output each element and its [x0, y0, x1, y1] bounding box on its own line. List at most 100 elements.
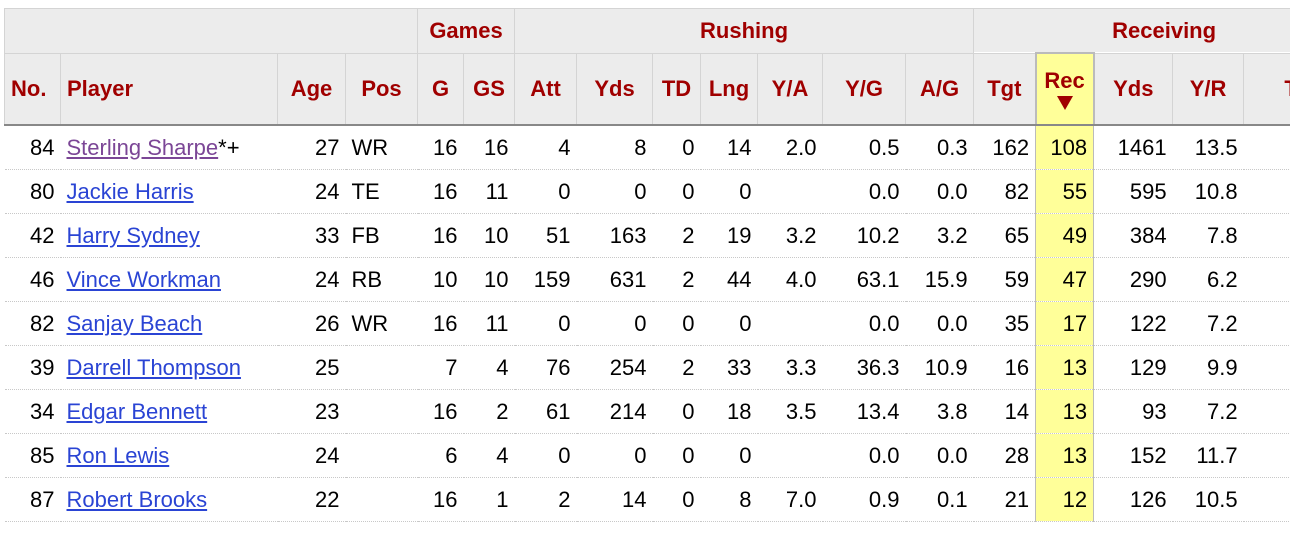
cell: 0 — [514, 169, 577, 214]
cell-player: Robert Brooks — [60, 477, 278, 522]
cell: 16 — [417, 169, 464, 214]
cell: 0 — [652, 125, 701, 170]
player-link[interactable]: Robert Brooks — [66, 486, 208, 512]
column-header[interactable]: TD — [1243, 52, 1290, 126]
cell: 0 — [700, 301, 758, 346]
cell: 33 — [700, 345, 758, 390]
cell: 0 — [652, 433, 701, 478]
cell: 9.9 — [1172, 345, 1244, 390]
cell — [345, 433, 418, 478]
player-link[interactable]: Harry Sydney — [66, 222, 200, 248]
cell: 214 — [576, 389, 653, 434]
cell: 10.8 — [1172, 169, 1244, 214]
column-header[interactable]: Y/A — [757, 52, 824, 126]
cell: 51 — [514, 213, 577, 258]
cell: 8 — [576, 125, 653, 170]
cell: 2 — [1243, 169, 1290, 214]
cell: 7.2 — [1172, 389, 1244, 434]
player-link[interactable]: Vince Workman — [66, 266, 221, 292]
cell: 10.2 — [822, 213, 906, 258]
cell: 23 — [277, 389, 346, 434]
column-header[interactable]: Yds — [576, 52, 654, 126]
cell: 24 — [277, 169, 346, 214]
column-header[interactable]: Pos — [345, 52, 418, 126]
cell: 18 — [700, 389, 758, 434]
cell-no: 34 — [4, 389, 61, 434]
cell: TE — [345, 169, 418, 214]
cell: 6.2 — [1172, 257, 1244, 302]
cell: 0 — [576, 433, 653, 478]
cell-player: Edgar Bennett — [60, 389, 278, 434]
cell: 10 — [417, 257, 464, 302]
cell: 13 — [1035, 389, 1095, 434]
cell: 14 — [576, 477, 653, 522]
cell: 36.3 — [822, 345, 906, 390]
player-link[interactable]: Jackie Harris — [66, 178, 194, 204]
cell: 1 — [1243, 345, 1290, 390]
cell-no: 84 — [4, 125, 61, 170]
cell: 4.0 — [757, 257, 823, 302]
cell: 384 — [1093, 213, 1173, 258]
cell: 13 — [1035, 433, 1095, 478]
column-header[interactable]: Y/R — [1172, 52, 1245, 126]
cell — [345, 345, 418, 390]
group-header-row: Games Rushing Receiving — [4, 8, 1290, 54]
cell: 76 — [514, 345, 577, 390]
cell: 10 — [463, 257, 515, 302]
cell: 2 — [463, 389, 515, 434]
cell: 13.4 — [822, 389, 906, 434]
cell: 19 — [700, 213, 758, 258]
row: 87 Robert Brooks 22 16 1 2 14 0 8 7.0 0.9 0.1 21 12 12… — [4, 477, 1290, 522]
cell: 1 — [1243, 213, 1290, 258]
player-link[interactable]: Edgar Bennett — [66, 398, 208, 424]
row: 80 Jackie Harris 24 TE 16 11 0 0 0 0 0.0 0.0 82 55 595… — [4, 169, 1290, 214]
cell: 2 — [652, 345, 701, 390]
column-header[interactable]: Att — [514, 52, 578, 126]
cell: 93 — [1093, 389, 1173, 434]
cell: 0 — [652, 169, 701, 214]
column-header[interactable]: G — [417, 52, 464, 126]
column-header[interactable]: Lng — [700, 52, 759, 126]
cell: 0 — [1243, 389, 1290, 434]
cell: 122 — [1093, 301, 1173, 346]
cell-no: 39 — [4, 345, 61, 390]
cell: 2 — [514, 477, 577, 522]
cell-player: Vince Workman — [60, 257, 278, 302]
cell-player: Harry Sydney — [60, 213, 278, 258]
cell-no: 87 — [4, 477, 61, 522]
player-link[interactable]: Ron Lewis — [66, 442, 170, 468]
cell-player: Sterling Sharpe*+ — [60, 125, 278, 170]
cell: 0 — [652, 301, 701, 346]
cell: 163 — [576, 213, 653, 258]
cell: 63.1 — [822, 257, 906, 302]
cell: 10 — [463, 213, 515, 258]
cell: 3.8 — [905, 389, 974, 434]
column-header[interactable]: Age — [277, 52, 346, 126]
column-header[interactable]: GS — [462, 52, 516, 126]
column-header[interactable]: Tgt — [973, 52, 1037, 126]
cell-no: 46 — [4, 257, 61, 302]
cell-player: Sanjay Beach — [60, 301, 278, 346]
cell: 26 — [277, 301, 346, 346]
cell: 3.3 — [757, 345, 823, 390]
stats-table: Games Rushing Receiving No. Player Age Pos G GS… — [4, 8, 1290, 522]
cell: 8 — [700, 477, 758, 522]
cell: 0 — [1243, 433, 1290, 478]
cell: 65 — [973, 213, 1036, 258]
column-header[interactable]: Y/G — [822, 52, 907, 126]
column-header[interactable]: Rec — [1034, 52, 1095, 126]
column-header[interactable]: A/G — [905, 52, 975, 126]
player-link[interactable]: Sterling Sharpe — [66, 134, 219, 160]
column-header[interactable]: TD — [652, 52, 702, 126]
cell: 24 — [277, 433, 346, 478]
cell: 595 — [1093, 169, 1173, 214]
cell: 1461 — [1093, 125, 1173, 170]
column-header[interactable]: No. — [4, 52, 61, 126]
cell: 0 — [514, 301, 577, 346]
cell: 290 — [1093, 257, 1173, 302]
player-link[interactable]: Darrell Thompson — [66, 354, 241, 380]
column-header[interactable]: Player — [60, 52, 278, 126]
player-link[interactable]: Sanjay Beach — [66, 310, 203, 336]
column-header[interactable]: Yds — [1093, 52, 1174, 126]
cell: 1 — [1243, 301, 1290, 346]
